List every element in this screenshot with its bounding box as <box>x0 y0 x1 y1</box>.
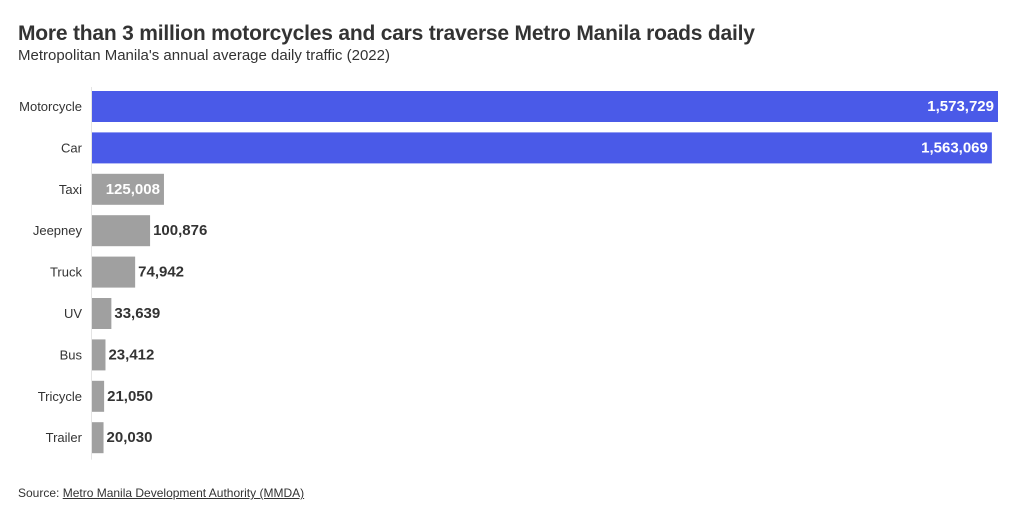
category-label: Car <box>61 140 83 155</box>
bar-car[interactable] <box>92 132 992 164</box>
category-label: Jeepney <box>33 223 83 238</box>
bar-trailer[interactable] <box>92 422 104 454</box>
value-label: 125,008 <box>106 181 160 198</box>
bar-truck[interactable] <box>92 256 136 288</box>
value-label: 20,030 <box>107 429 153 446</box>
value-label: 74,942 <box>138 264 184 281</box>
bar-taxi[interactable] <box>92 173 164 205</box>
category-label: Trailer <box>46 430 83 445</box>
source-link[interactable]: Metro Manila Development Authority (MMDA… <box>62 486 305 500</box>
value-label: 23,412 <box>108 346 154 363</box>
source-prefix: Source: <box>18 486 63 500</box>
bar-jeepney[interactable] <box>92 215 151 247</box>
bar-bus[interactable] <box>92 339 106 371</box>
source-note: Source: Metro Manila Development Authori… <box>18 486 304 500</box>
bar-motorcycle[interactable] <box>92 91 998 122</box>
value-label: 21,050 <box>107 388 153 405</box>
value-label: 1,563,069 <box>921 139 988 156</box>
chart-subtitle: Metropolitan Manila's annual average dai… <box>18 47 390 64</box>
category-label: Truck <box>50 265 83 280</box>
chart-title: More than 3 million motorcycles and cars… <box>18 22 755 45</box>
value-label: 100,876 <box>153 222 207 239</box>
value-label: 1,573,729 <box>927 98 994 115</box>
value-label: 33,639 <box>114 305 160 322</box>
category-label: Tricycle <box>38 389 82 404</box>
category-label: Bus <box>60 347 83 362</box>
category-label: Motorcycle <box>19 99 82 114</box>
bar-uv[interactable] <box>92 298 112 329</box>
category-label: Taxi <box>59 182 82 197</box>
bar-tricycle[interactable] <box>92 380 105 412</box>
category-label: UV <box>64 306 82 321</box>
